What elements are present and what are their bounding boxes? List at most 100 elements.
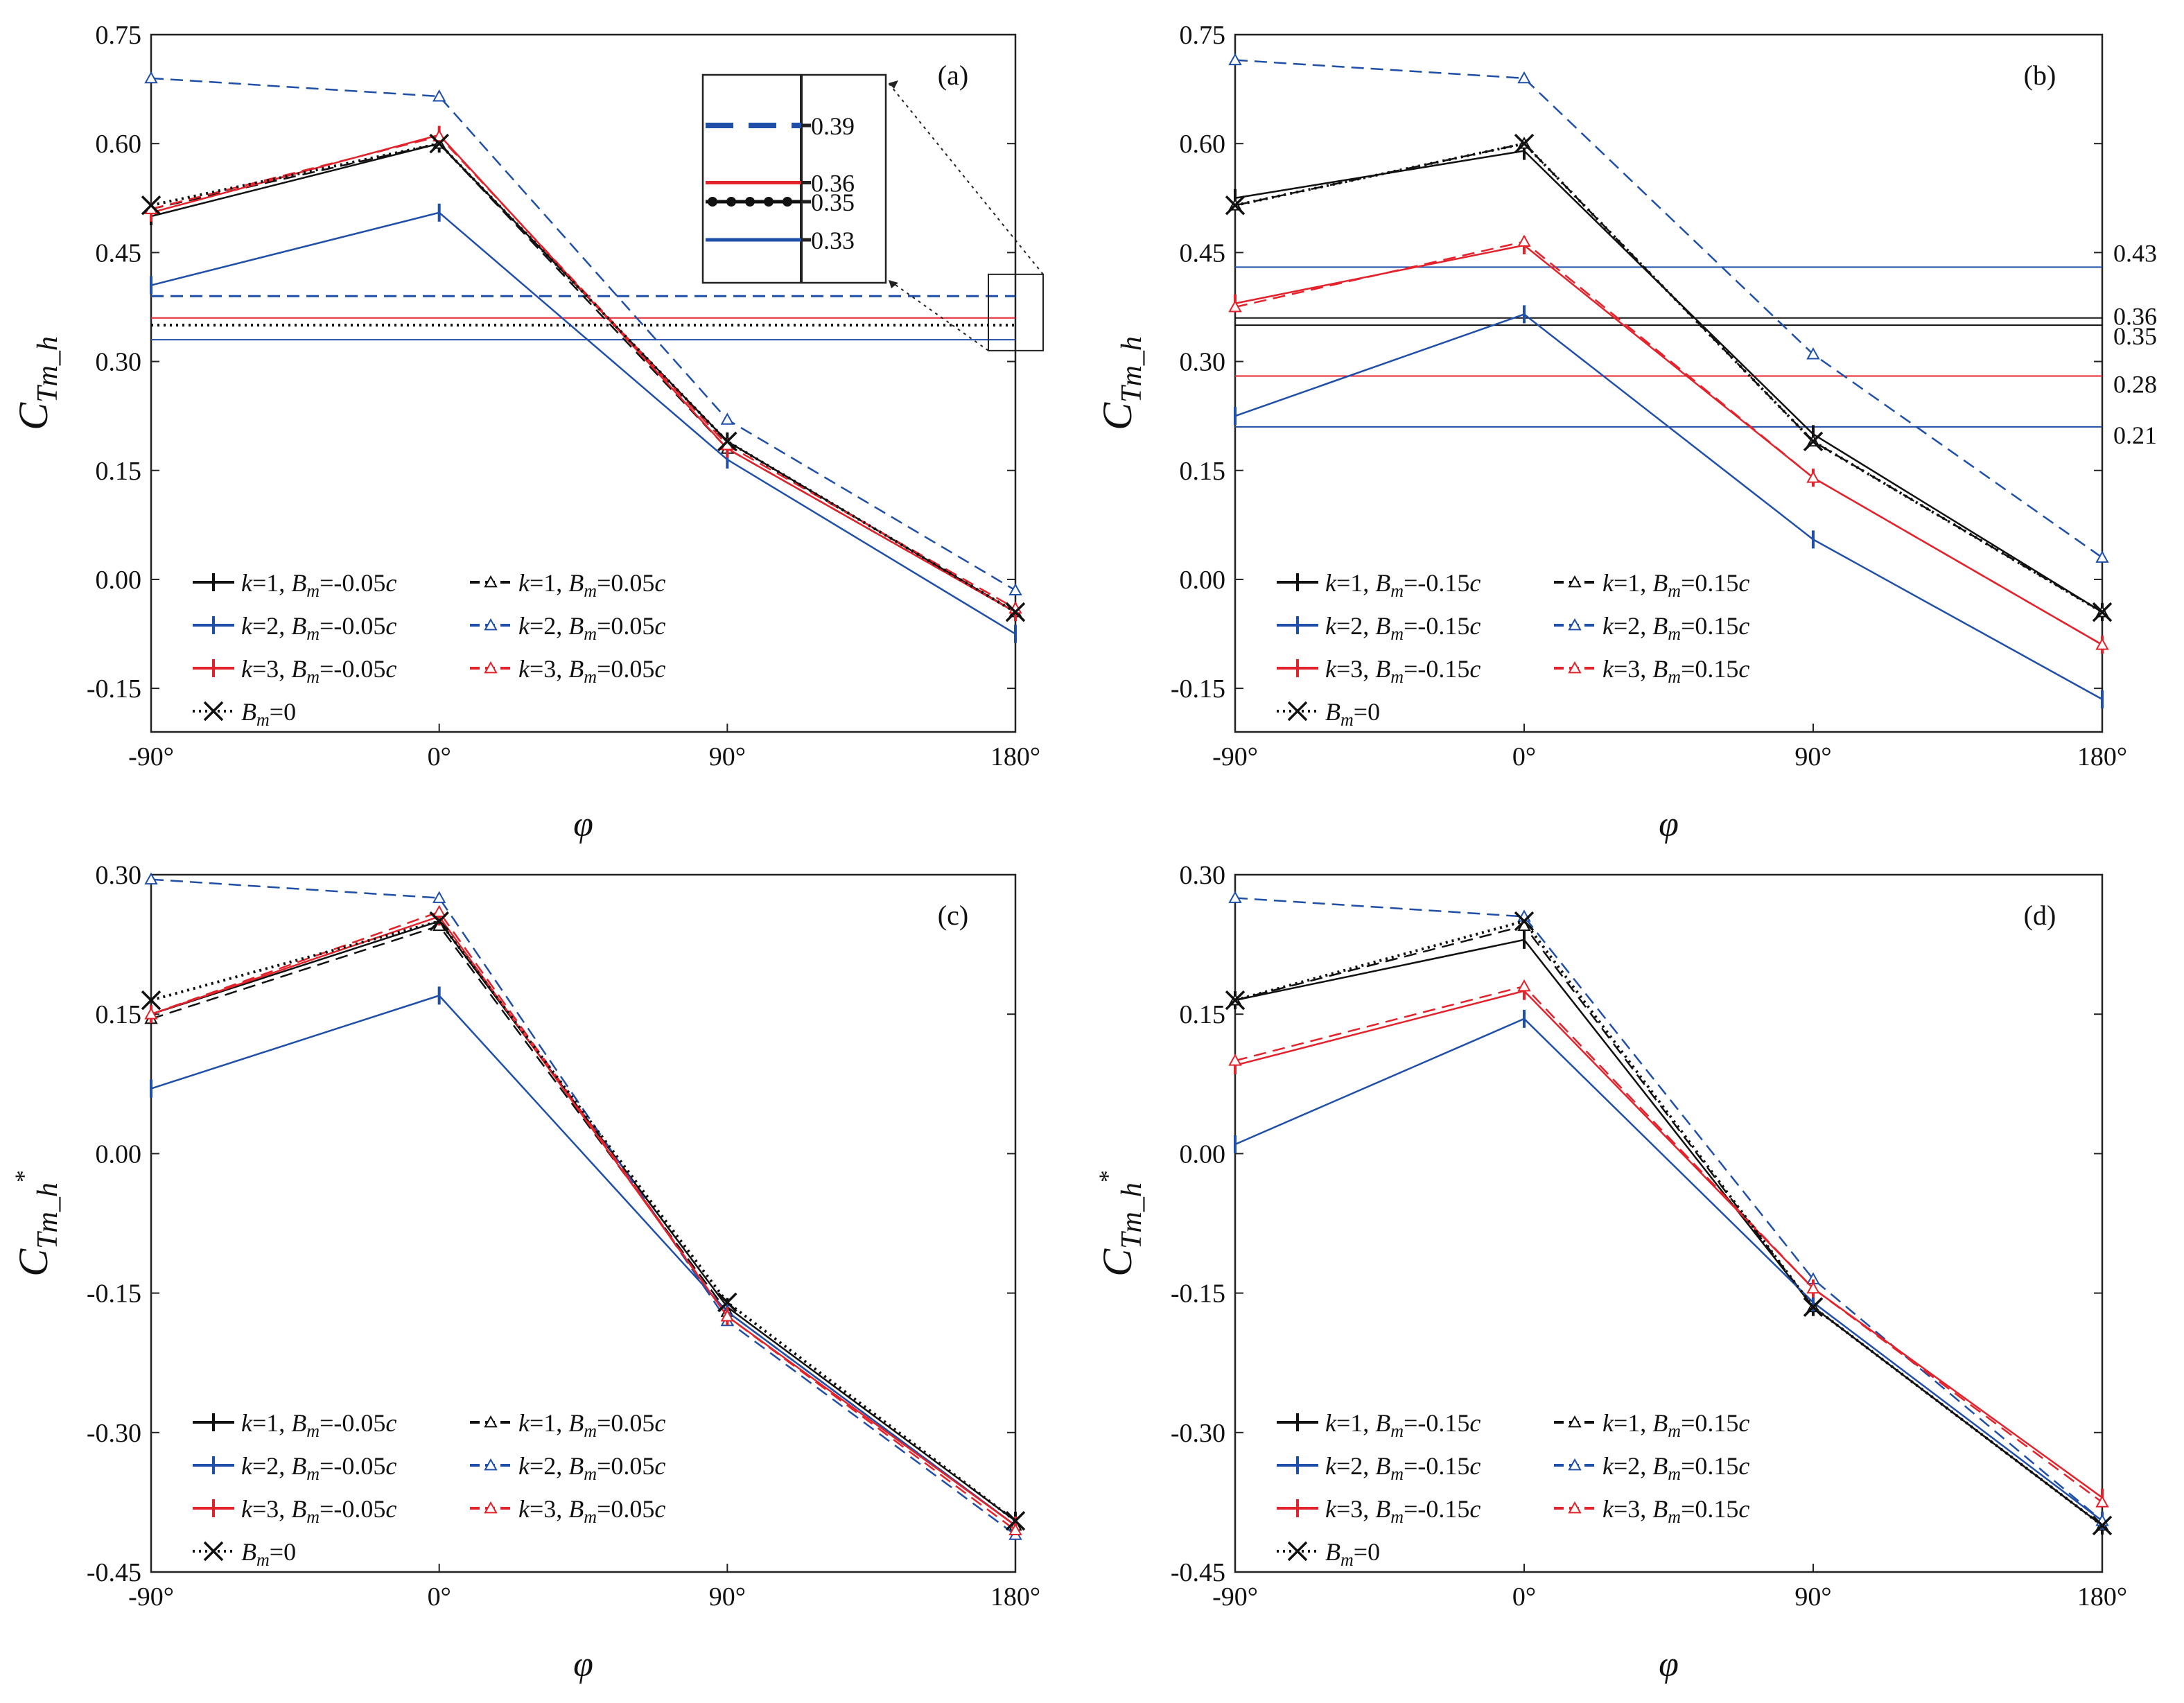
legend-entry: k=3, Bm=0.15c — [1602, 1495, 1749, 1527]
legend-entry: k=3, Bm=-0.05c — [241, 655, 396, 687]
inset-label: 0.33 — [811, 227, 855, 254]
data-point — [144, 71, 158, 84]
plot-frame — [1234, 873, 2104, 1573]
x-tick-label: -90° — [1212, 742, 1258, 771]
data-point — [717, 431, 737, 452]
inset-dot — [764, 197, 774, 207]
y-tick-label: -0.15 — [87, 1280, 141, 1309]
legend-entry: k=2, Bm=-0.05c — [241, 612, 396, 644]
inset-dot — [745, 197, 755, 207]
reference-line-label: 0.36 — [2113, 303, 2157, 331]
series-line — [1234, 919, 2104, 1527]
legend-marker — [1568, 661, 1582, 674]
legend-entry: k=1, Bm=0.15c — [1602, 1409, 1749, 1441]
data-point — [2092, 602, 2113, 622]
series-line — [150, 925, 1016, 1526]
legend-marker — [484, 661, 498, 674]
arrow-head-icon — [889, 280, 898, 288]
legend-entry: k=3, Bm=-0.15c — [1325, 1495, 1480, 1527]
inset-connector — [888, 82, 1044, 275]
x-tick-label: 90° — [709, 1582, 746, 1612]
x-tick-label: 180° — [2077, 742, 2127, 771]
zoom-box — [988, 273, 1044, 351]
plot-frame — [150, 33, 1017, 733]
data-point — [2095, 638, 2109, 650]
data-point — [1514, 133, 1535, 154]
data-point — [432, 905, 446, 918]
x-tick-label: 90° — [709, 742, 746, 771]
data-point — [1803, 1297, 1824, 1317]
legend-entry: Bm=0 — [241, 1538, 296, 1570]
legend-entry: k=1, Bm=0.05c — [518, 569, 665, 601]
y-tick-label: 0.15 — [1180, 457, 1226, 486]
y-tick-label: -0.45 — [1171, 1558, 1225, 1587]
data-point — [1225, 990, 1246, 1011]
panel-2: 0.30 0.15 0.00 -0.15 -0.30 -0.45-90° 0° 90° 180°… — [10, 861, 1040, 1684]
legend-marker — [484, 1458, 498, 1471]
data-point — [1005, 602, 1026, 622]
legend-entry: k=1, Bm=0.15c — [1602, 569, 1749, 601]
series-line — [1234, 925, 2103, 1526]
x-tick-label: 180° — [990, 1582, 1040, 1612]
y-axis-label: CTm_h — [1094, 336, 1148, 430]
x-tick-label: -90° — [1212, 1582, 1258, 1612]
series-line — [1234, 241, 2103, 646]
data-point — [1228, 1054, 1242, 1066]
series-line — [1234, 897, 2103, 1522]
legend-marker — [1568, 1415, 1582, 1428]
x-tick-label: 0° — [428, 1582, 451, 1612]
series-line — [150, 994, 1016, 1526]
y-tick-label: 0.00 — [1180, 1139, 1226, 1169]
y-axis-label: CTm_h* — [10, 1170, 64, 1277]
legend-entry: Bm=0 — [1325, 698, 1380, 730]
panel-label: (c) — [938, 900, 968, 931]
inset-dot — [708, 197, 717, 207]
x-tick-label: 0° — [428, 742, 451, 771]
legend-entry: k=3, Bm=0.15c — [1602, 655, 1749, 687]
panel-label: (b) — [2024, 60, 2056, 91]
series-line — [1234, 142, 2104, 613]
data-point — [1008, 1523, 1022, 1536]
data-point — [2095, 550, 2109, 563]
x-tick-label: 0° — [1512, 1582, 1536, 1612]
y-tick-label: 0.15 — [96, 1000, 142, 1029]
series-line — [150, 911, 1016, 1531]
legend-entry: k=2, Bm=-0.05c — [241, 1452, 396, 1484]
y-tick-label: -0.15 — [1171, 674, 1225, 704]
legend-entry: k=1, Bm=-0.05c — [241, 1409, 396, 1441]
data-point — [1514, 911, 1535, 932]
x-axis-label: φ — [1659, 1645, 1679, 1684]
plot-frame — [1234, 33, 2104, 733]
x-tick-label: 180° — [990, 742, 1040, 771]
data-point — [1806, 471, 1820, 483]
y-tick-label: 0.30 — [1180, 861, 1226, 890]
y-tick-label: -0.30 — [1171, 1419, 1225, 1448]
series-line — [150, 878, 1016, 1536]
x-axis-label: φ — [573, 1645, 593, 1684]
data-point — [1803, 431, 1824, 452]
data-point — [1005, 1510, 1026, 1531]
legend-marker — [1287, 701, 1308, 722]
data-point — [432, 891, 446, 903]
reference-line-label: 0.21 — [2113, 421, 2157, 449]
x-tick-label: 180° — [2077, 1582, 2127, 1612]
series-line — [1234, 985, 2103, 1503]
y-tick-label: 0.15 — [96, 457, 142, 486]
y-tick-label: 0.00 — [1180, 566, 1226, 595]
y-tick-label: -0.30 — [87, 1419, 141, 1448]
reference-line-label: 0.35 — [2113, 322, 2157, 350]
x-tick-label: 0° — [1512, 742, 1536, 771]
x-tick-label: -90° — [128, 1582, 174, 1612]
x-tick-label: -90° — [128, 742, 174, 771]
legend-entry: k=2, Bm=0.05c — [518, 612, 665, 644]
y-tick-label: 0.60 — [96, 130, 142, 159]
y-tick-label: 0.75 — [1180, 21, 1226, 50]
inset-dot — [783, 197, 792, 207]
data-point — [1806, 1281, 1820, 1294]
legend-entry: k=3, Bm=0.05c — [518, 655, 665, 687]
legend-marker — [1287, 1541, 1308, 1562]
legend-marker — [203, 1541, 224, 1562]
series-line — [1234, 59, 2103, 559]
series-line — [150, 919, 1017, 1522]
